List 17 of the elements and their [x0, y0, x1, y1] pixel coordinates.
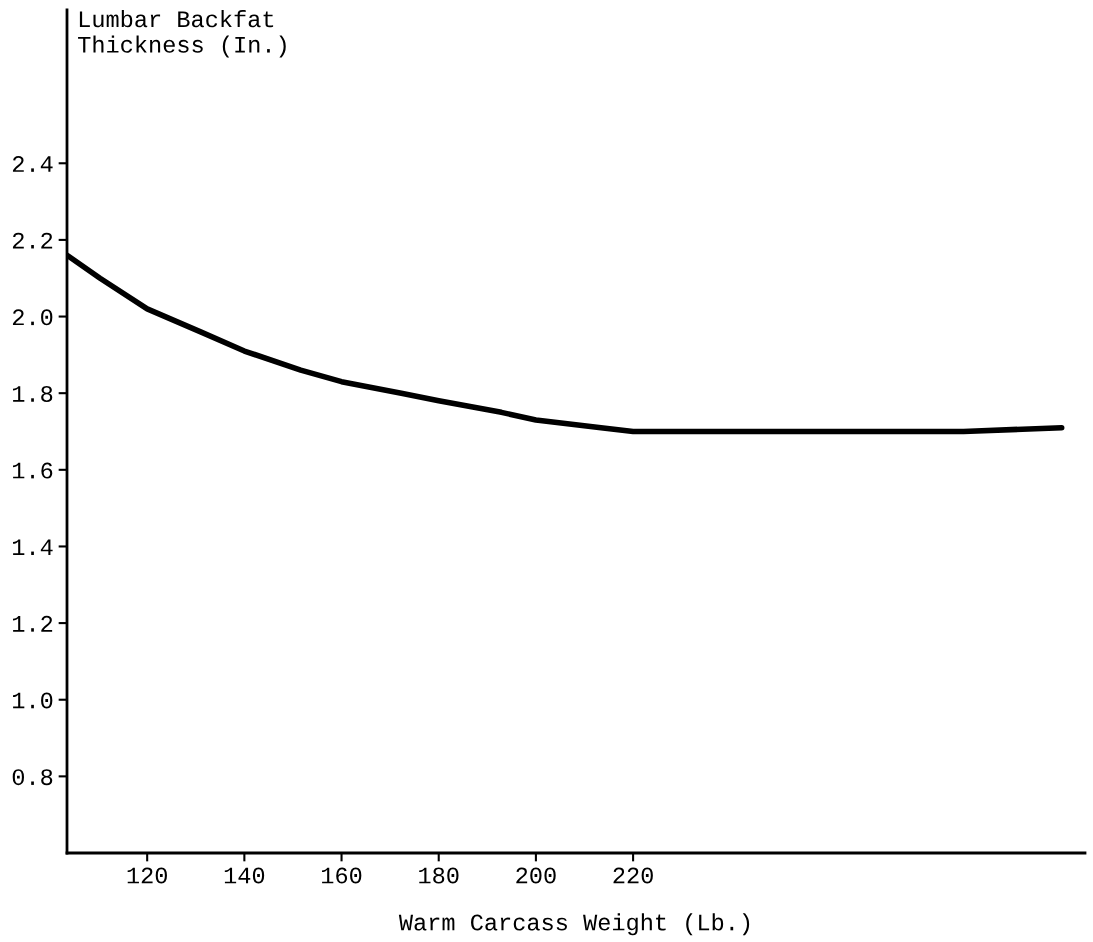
x-tick-label: 120 [127, 867, 167, 884]
x-axis-title: Warm Carcass Weight (Lb.) [398, 913, 750, 936]
y-tick-label: 2.4 [12, 156, 53, 172]
y-tick-label: 1.0 [13, 692, 53, 709]
y-tick-label: 0.8 [12, 769, 53, 786]
y-tick-label: 1.4 [13, 539, 53, 556]
x-tick-label: 160 [322, 867, 362, 884]
x-tick-label: 180 [419, 867, 459, 884]
y-tick-label: 1.6 [13, 462, 53, 479]
y-axis-title: Lumbar Backfat Thickness (In.) [78, 10, 286, 58]
y-tick-label: 2.0 [12, 309, 53, 326]
x-tick-label: 140 [224, 867, 265, 884]
x-tick-label: 200 [516, 867, 556, 884]
x-tick-label: 220 [613, 867, 653, 884]
y-tick-label: 2.2 [12, 232, 53, 249]
y-tick-label: 1.2 [13, 615, 53, 632]
y-tick-label: 1.8 [13, 385, 53, 402]
